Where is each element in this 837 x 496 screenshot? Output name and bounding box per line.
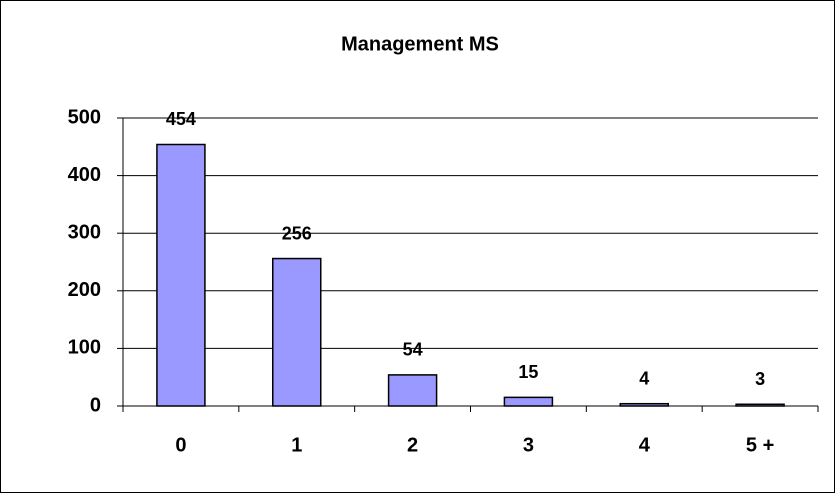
data-label: 256 — [282, 223, 312, 243]
x-tick-label: 0 — [175, 434, 186, 456]
bar — [387, 374, 438, 407]
y-tick-label: 300 — [68, 221, 101, 243]
data-label: 15 — [518, 362, 538, 382]
x-tick-label: 1 — [291, 434, 302, 456]
x-tick-label: 4 — [639, 434, 651, 456]
x-tick-label: 5 + — [746, 434, 774, 456]
x-tick-label: 2 — [407, 434, 418, 456]
y-tick-label: 500 — [68, 106, 101, 128]
bar — [272, 257, 322, 407]
x-tick-label: 3 — [523, 434, 534, 456]
y-tick-label: 100 — [68, 337, 101, 359]
y-tick-label: 200 — [68, 279, 101, 301]
bar — [619, 402, 669, 407]
y-tick-label: 400 — [68, 164, 101, 186]
plot-area — [123, 118, 818, 406]
y-tick-label: 0 — [90, 394, 101, 416]
chart-title: Management MS — [341, 33, 499, 55]
data-label: 4 — [639, 368, 649, 388]
data-label: 454 — [166, 109, 196, 129]
data-label: 54 — [403, 340, 423, 360]
data-label: 3 — [755, 369, 765, 389]
bar — [156, 143, 206, 407]
bar — [503, 396, 554, 407]
bar — [735, 403, 785, 407]
